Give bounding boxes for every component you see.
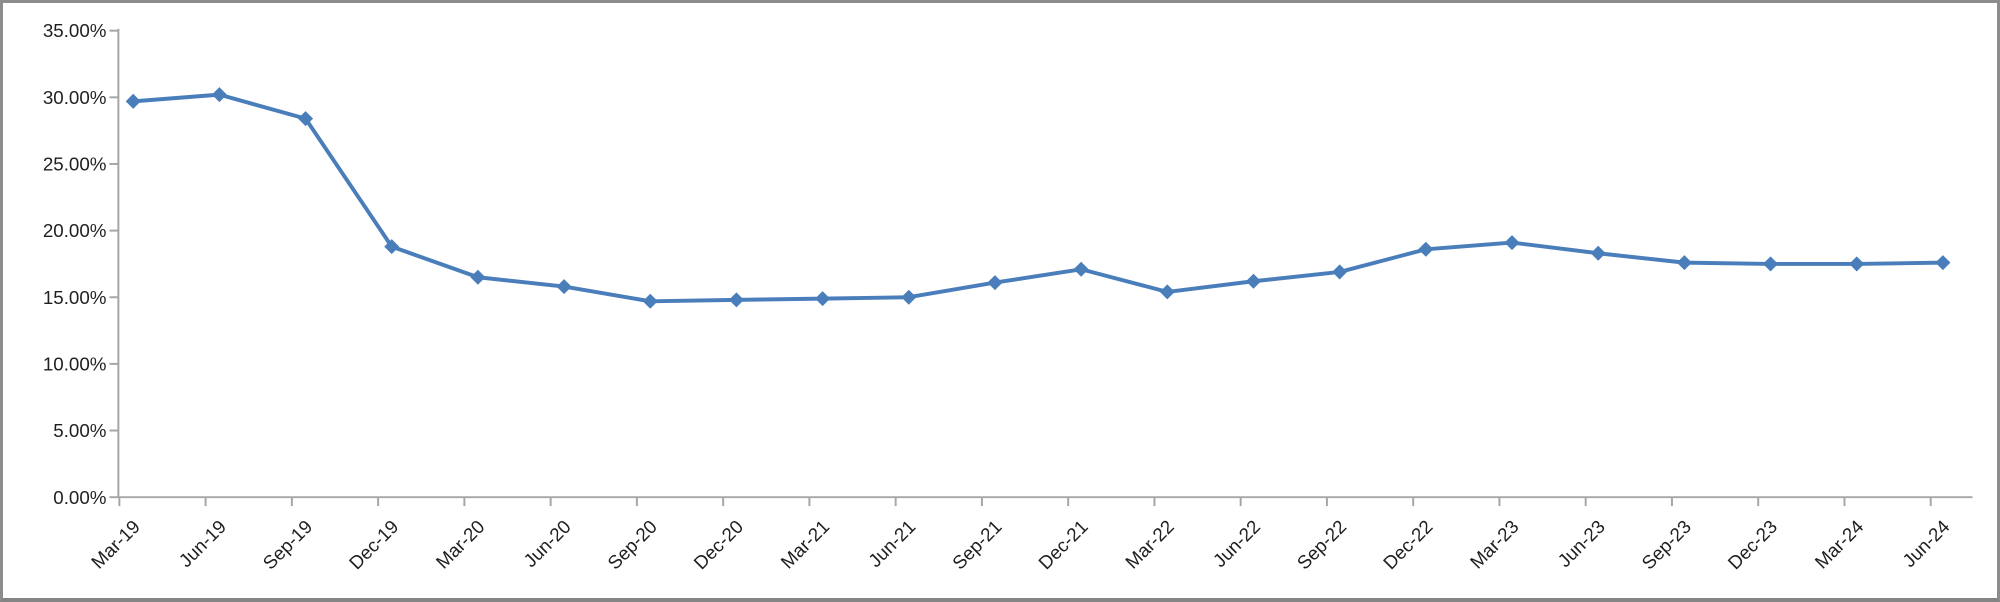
x-tick-label: Jun-21 (864, 516, 919, 571)
data-point-marker (470, 269, 486, 285)
x-tick-label: Jun-23 (1553, 516, 1608, 571)
y-tick-label: 10.00% (43, 353, 107, 374)
x-tick-label: Mar-21 (776, 516, 833, 573)
x-tick-label: Dec-20 (690, 516, 748, 574)
data-point-marker (987, 275, 1003, 291)
x-tick-label: Jun-22 (1209, 516, 1264, 571)
data-point-marker (1504, 235, 1520, 251)
y-tick-label: 0.00% (53, 487, 107, 508)
percentage-line-chart: 0.00% 5.00% 10.00% 15.00% 20.00% 25.00% 30.00%… (43, 20, 1973, 574)
x-tick-label: Dec-21 (1034, 516, 1092, 574)
x-tick-label: Sep-20 (603, 516, 661, 574)
data-point-marker (1763, 256, 1779, 272)
data-point-marker (211, 87, 227, 103)
x-tick-label: Jun-20 (519, 516, 574, 571)
data-point-marker (1073, 261, 1089, 277)
x-axis: Mar-19 Jun-19 Sep-19 Dec-19 Mar-20 Jun-20 Sep-… (87, 496, 1973, 574)
data-point-marker (1849, 256, 1865, 272)
data-point-marker (298, 111, 314, 127)
x-tick-label: Dec-23 (1724, 516, 1782, 574)
data-point-marker (1245, 273, 1261, 289)
y-tick-label: 25.00% (43, 154, 107, 175)
x-tick-label: Jun-24 (1898, 516, 1953, 571)
y-tick-label: 5.00% (53, 420, 107, 441)
x-tick-label: Mar-20 (432, 516, 489, 573)
x-tick-label: Sep-22 (1293, 516, 1351, 574)
data-point-marker (1590, 245, 1606, 261)
x-tick-label: Mar-24 (1811, 516, 1868, 573)
x-tick-label: Sep-19 (259, 516, 317, 574)
y-axis: 0.00% 5.00% 10.00% 15.00% 20.00% 25.00% 30.00%… (43, 20, 120, 508)
data-point-marker (901, 289, 917, 305)
series-line (131, 92, 1945, 304)
y-tick-label: 15.00% (43, 287, 107, 308)
x-tick-label: Mar-19 (87, 516, 144, 573)
x-tick-label: Sep-21 (948, 516, 1006, 574)
y-tick-label: 20.00% (43, 220, 107, 241)
data-point-marker (556, 279, 572, 295)
x-tick-label: Mar-22 (1121, 516, 1178, 573)
data-point-marker (728, 292, 744, 308)
x-tick-label: Dec-19 (345, 516, 403, 574)
data-series (125, 87, 1951, 309)
x-tick-label: Dec-22 (1379, 516, 1437, 574)
x-tick-label: Mar-23 (1466, 516, 1523, 573)
data-point-marker (1676, 255, 1692, 271)
data-point-marker (1332, 264, 1348, 280)
data-point-marker (1418, 241, 1434, 257)
y-tick-label: 30.00% (43, 87, 107, 108)
x-tick-label: Sep-23 (1637, 516, 1695, 574)
y-tick-label: 35.00% (43, 20, 107, 41)
x-tick-label: Jun-19 (175, 516, 230, 571)
data-point-marker (1935, 255, 1951, 271)
data-point-marker (815, 291, 831, 307)
data-point-marker (1159, 284, 1175, 300)
data-point-marker (125, 93, 141, 109)
data-point-marker (642, 293, 658, 309)
